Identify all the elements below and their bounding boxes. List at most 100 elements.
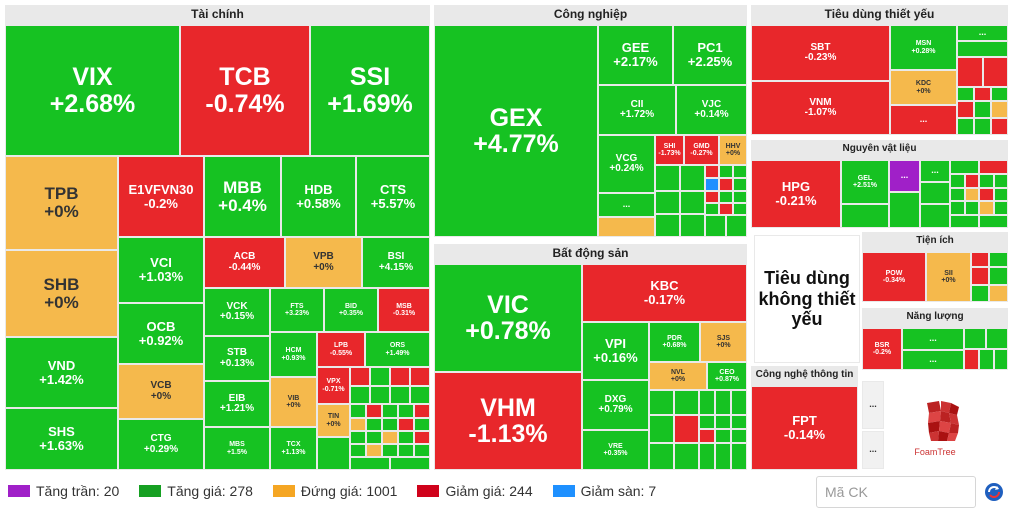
tile-small[interactable] [398, 418, 414, 431]
tile-more[interactable]: ... [862, 431, 884, 469]
tile-small[interactable] [390, 386, 410, 404]
tile-small[interactable] [390, 367, 410, 386]
tile-small[interactable] [719, 203, 733, 215]
tile-MSN[interactable]: MSN +0.28% [890, 25, 957, 70]
tile-small[interactable] [965, 188, 979, 201]
tile-SHI[interactable]: SHI -1.73% [655, 135, 684, 165]
tile-small[interactable] [680, 165, 705, 191]
tile-small[interactable] [731, 415, 747, 429]
tile-small[interactable] [979, 215, 1008, 228]
tile-small[interactable] [680, 191, 705, 214]
tile-small[interactable] [957, 41, 1008, 57]
tile-MSB[interactable]: MSB -0.31% [378, 288, 430, 332]
tile-BSR[interactable]: BSR -0.2% [862, 328, 902, 370]
legend-giam-san[interactable]: Giảm sàn: 7 [552, 483, 656, 499]
tile-CTS[interactable]: CTS +5.57% [356, 156, 430, 237]
tile-small[interactable] [699, 415, 715, 429]
tile-ACB[interactable]: ACB -0.44% [204, 237, 285, 288]
legend-dung-gia[interactable]: Đứng giá: 1001 [272, 483, 397, 499]
tile-small[interactable] [974, 118, 991, 135]
tile-more[interactable]: ... [889, 160, 920, 192]
tile-small[interactable] [414, 404, 430, 418]
tile-small[interactable] [410, 367, 430, 386]
tile-small[interactable] [964, 349, 979, 370]
tile-small[interactable] [733, 203, 747, 215]
tile-small[interactable] [382, 418, 398, 431]
tile-small[interactable] [350, 444, 366, 457]
tile-small[interactable] [986, 328, 1008, 349]
tile-GMD[interactable]: GMD -0.27% [684, 135, 719, 165]
legend-tang-gia[interactable]: Tăng giá: 278 [139, 483, 253, 499]
tile-small[interactable] [317, 437, 350, 470]
tile-more[interactable]: ... [957, 25, 1008, 41]
tile-small[interactable] [989, 252, 1008, 267]
tile-small[interactable] [983, 57, 1008, 87]
tile-VCK[interactable]: VCK +0.15% [204, 288, 270, 336]
tile-small[interactable] [350, 367, 370, 386]
tile-small[interactable] [410, 386, 430, 404]
tile-TCX[interactable]: TCX +1.13% [270, 427, 317, 470]
tile-small[interactable] [974, 87, 991, 101]
tile-SJS[interactable]: SJS +0% [700, 322, 747, 362]
tile-DXG[interactable]: DXG +0.79% [582, 380, 649, 430]
refresh-icon[interactable] [984, 482, 1004, 502]
tile-small[interactable] [705, 203, 719, 215]
tile-SHB[interactable]: SHB +0% [5, 250, 118, 337]
tile-small[interactable] [920, 182, 950, 204]
tile-VCB[interactable]: VCB +0% [118, 364, 204, 419]
tile-VCI[interactable]: VCI +1.03% [118, 237, 204, 303]
tile-small[interactable] [889, 192, 920, 228]
tile-small[interactable] [719, 178, 733, 191]
tile-VIX[interactable]: VIX +2.68% [5, 25, 180, 156]
tile-small[interactable] [979, 188, 994, 201]
tile-small[interactable] [699, 429, 715, 443]
tile-small[interactable] [350, 431, 366, 444]
tile-VJC[interactable]: VJC +0.14% [676, 85, 747, 135]
tile-KBC[interactable]: KBC -0.17% [582, 264, 747, 322]
tile-VPX[interactable]: VPX -0.71% [317, 367, 350, 404]
tile-SHS[interactable]: SHS +1.63% [5, 408, 118, 470]
tile-small[interactable] [733, 178, 747, 191]
legend-giam-gia[interactable]: Giảm giá: 244 [417, 483, 533, 499]
tile-small[interactable] [994, 349, 1008, 370]
tile-more[interactable]: ... [598, 193, 655, 217]
tile-small[interactable] [382, 404, 398, 418]
tile-HHV[interactable]: HHV +0% [719, 135, 747, 165]
stock-code-search-input[interactable] [816, 476, 976, 508]
tile-small[interactable] [979, 174, 994, 188]
tile-small[interactable] [715, 415, 731, 429]
tile-small[interactable] [366, 404, 382, 418]
tile-ORS[interactable]: ORS +1.49% [365, 332, 430, 367]
tile-small[interactable] [719, 165, 733, 178]
tile-VHM[interactable]: VHM -1.13% [434, 372, 582, 470]
tile-CII[interactable]: CII +1.72% [598, 85, 676, 135]
tile-KDC[interactable]: KDC +0% [890, 70, 957, 105]
tile-PC1[interactable]: PC1 +2.25% [673, 25, 747, 85]
tile-small[interactable] [398, 431, 414, 444]
tile-small[interactable] [950, 188, 965, 201]
tile-VPI[interactable]: VPI +0.16% [582, 322, 649, 380]
tile-small[interactable] [655, 191, 680, 214]
tile-small[interactable] [370, 367, 390, 386]
tile-GEE[interactable]: GEE +2.17% [598, 25, 673, 85]
tile-E1VFVN30[interactable]: E1VFVN30 -0.2% [118, 156, 204, 237]
tile-small[interactable] [382, 444, 398, 457]
tile-small[interactable] [674, 415, 699, 443]
tile-small[interactable] [350, 457, 390, 470]
tile-GEL[interactable]: GEL +2.51% [841, 160, 889, 204]
tile-CEO[interactable]: CEO +0.87% [707, 362, 747, 390]
tile-small[interactable] [705, 165, 719, 178]
tile-small[interactable] [979, 201, 994, 215]
tile-NVL[interactable]: NVL +0% [649, 362, 707, 390]
tile-small[interactable] [979, 349, 994, 370]
tile-small[interactable] [731, 429, 747, 443]
tile-small[interactable] [991, 101, 1008, 118]
tile-BID[interactable]: BID +0.35% [324, 288, 378, 332]
tile-small[interactable] [950, 174, 965, 188]
tile-small[interactable] [920, 204, 950, 228]
tile-VNM[interactable]: VNM -1.07% [751, 81, 890, 135]
tile-more[interactable]: ... [902, 350, 964, 370]
tile-small[interactable] [705, 215, 726, 237]
tile-small[interactable] [964, 328, 986, 349]
tile-small[interactable] [733, 191, 747, 203]
